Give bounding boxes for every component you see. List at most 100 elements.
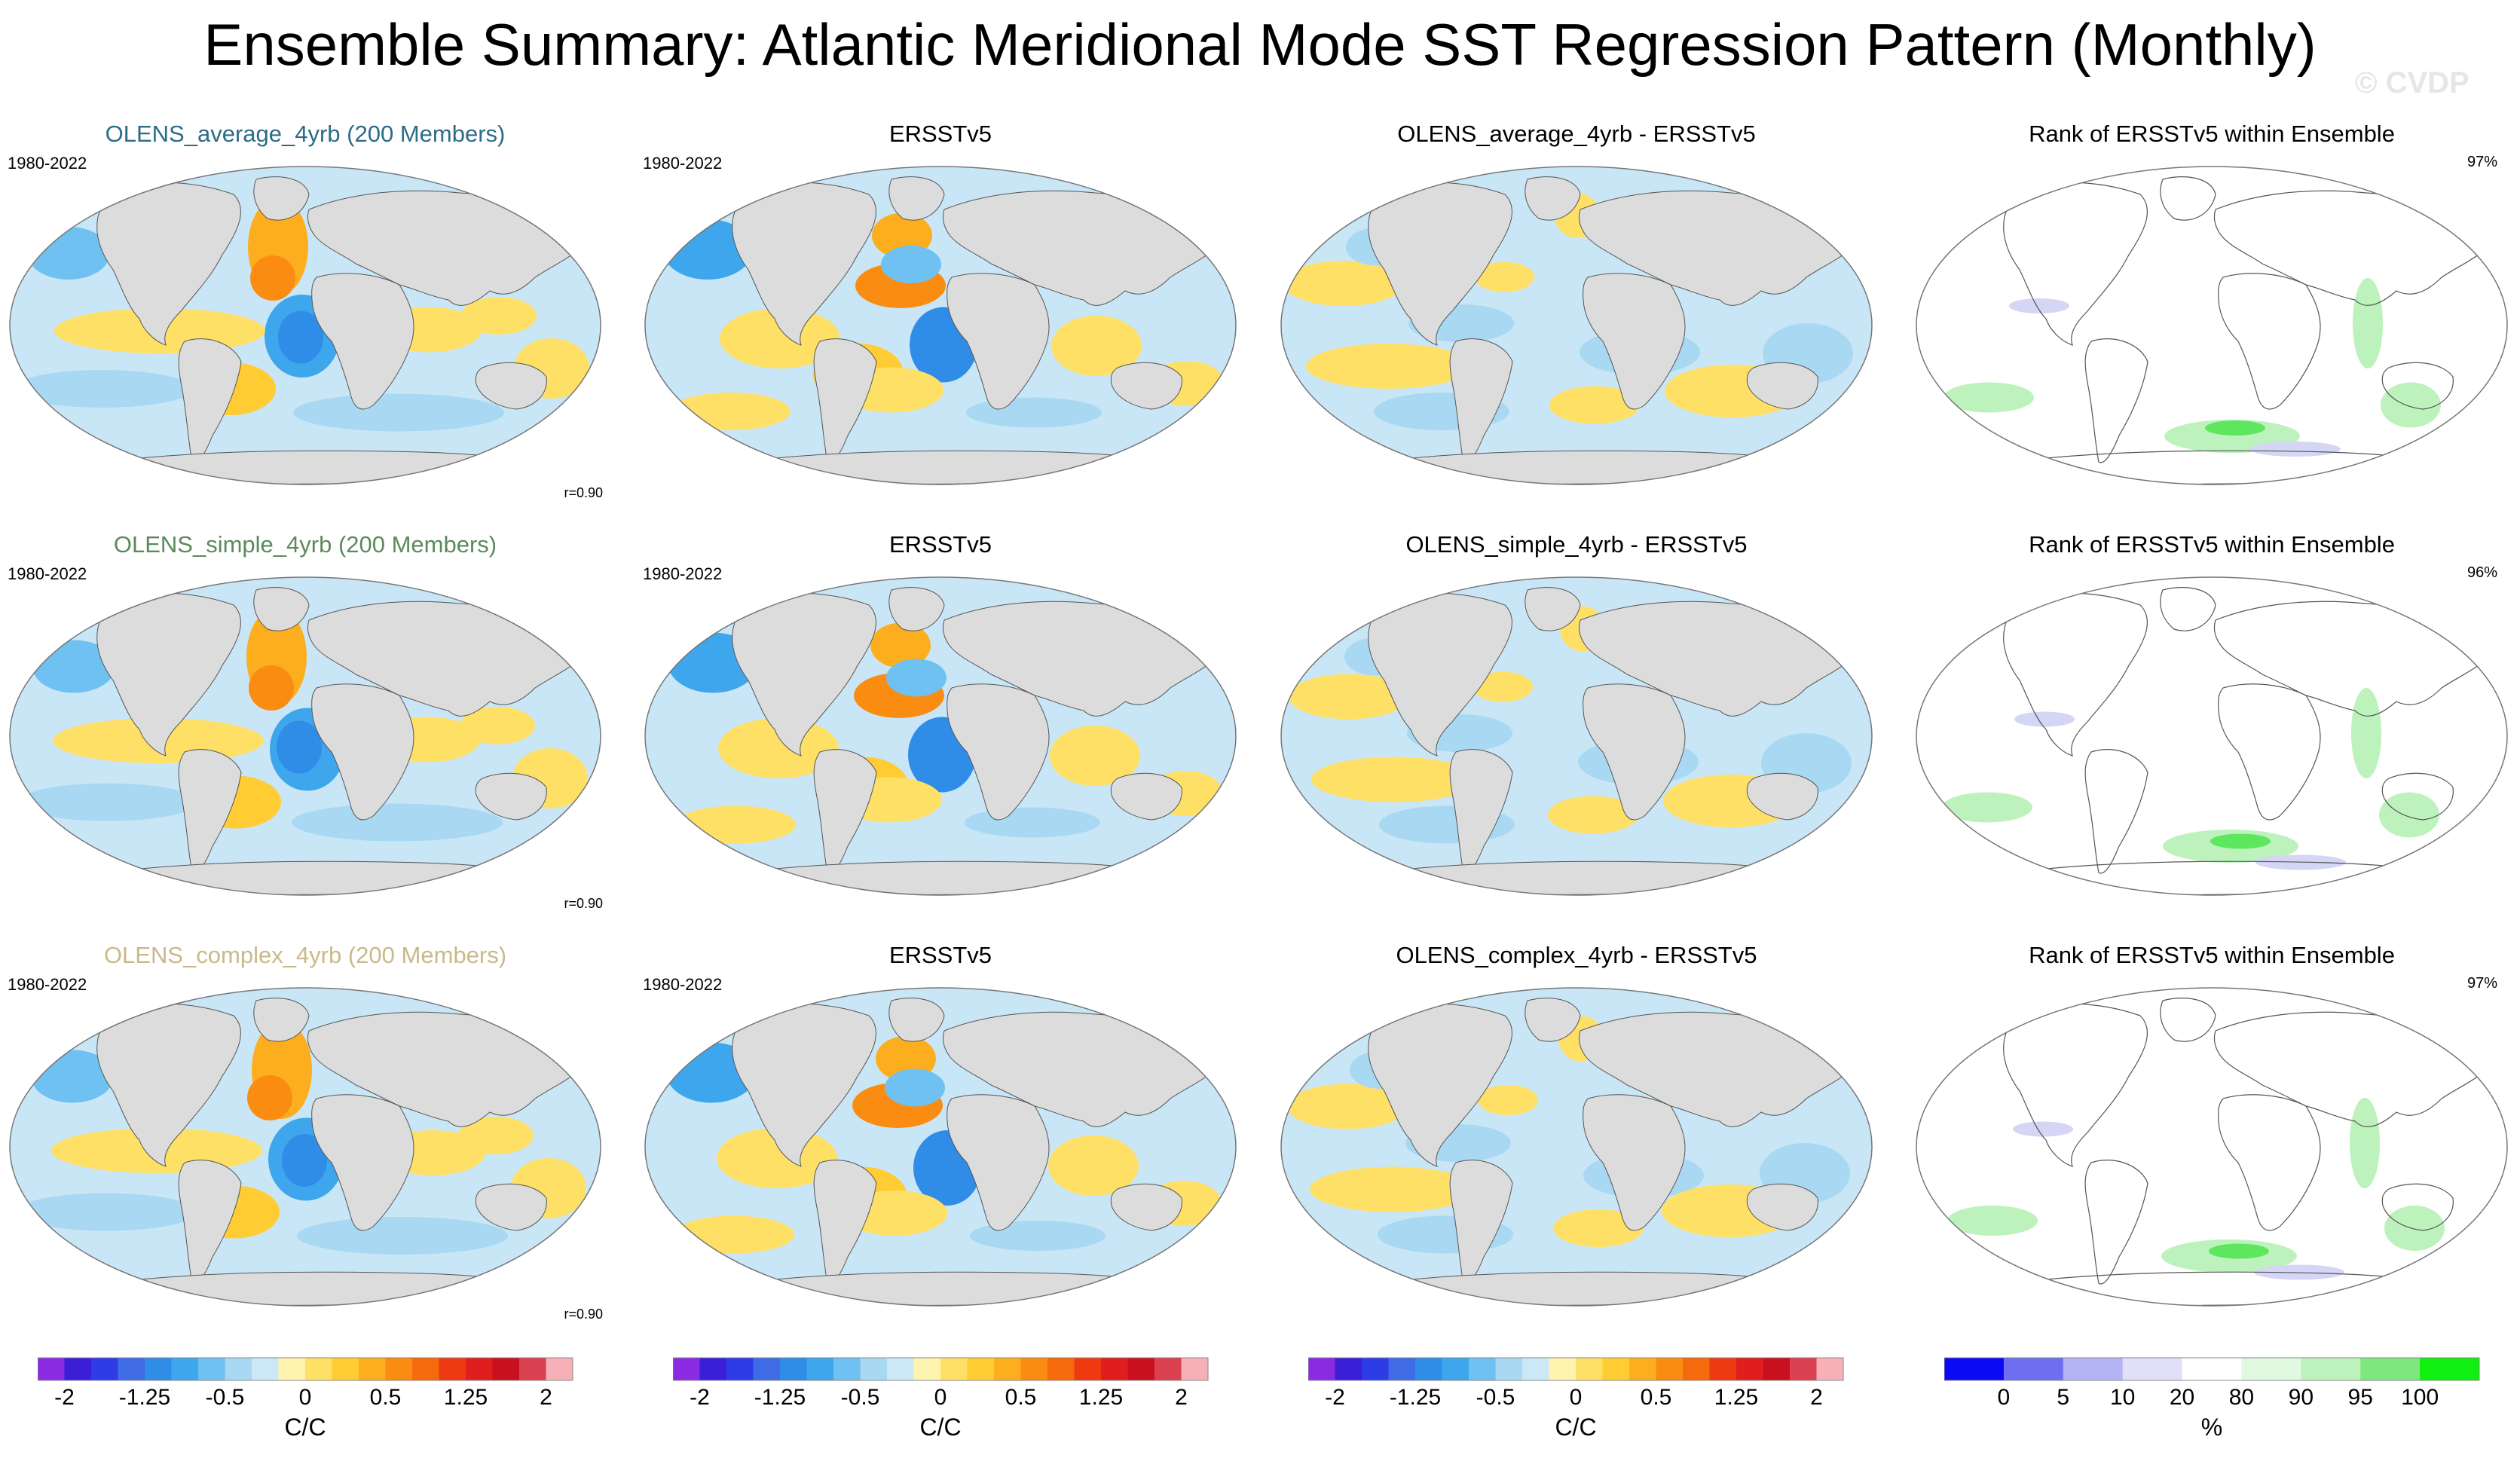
continent-outline	[732, 182, 876, 346]
anomaly-region	[1947, 1206, 2038, 1236]
colorbar-swatch	[492, 1358, 520, 1380]
observed-map-3	[644, 987, 1237, 1307]
anomaly-region	[1287, 1084, 1408, 1129]
colorbar-swatch	[2003, 1358, 2064, 1380]
colorbar-swatch	[2301, 1358, 2361, 1380]
continent-outline	[1583, 1094, 1686, 1231]
anomaly-region	[16, 1193, 197, 1231]
anomaly-region	[1311, 757, 1477, 802]
colorbar-swatch	[833, 1358, 861, 1380]
panel-title: ERSSTv5	[888, 531, 992, 558]
anomaly-region	[670, 393, 791, 430]
rank-map-3	[1916, 987, 2508, 1307]
continent-outline	[2160, 998, 2216, 1042]
colorbar-swatch	[1469, 1358, 1496, 1380]
anomaly-region	[461, 297, 537, 335]
rank-percent: 97%	[2466, 975, 2497, 992]
colorbar-swatch	[1763, 1358, 1791, 1380]
continent-outline	[813, 1160, 877, 1285]
colorbar-tick-label: 2	[1810, 1385, 1823, 1410]
anomaly-region	[2384, 1206, 2445, 1251]
anomaly-region	[886, 659, 947, 697]
colorbar-tick-label: -1.25	[1389, 1385, 1442, 1410]
rank-map-1	[1916, 166, 2508, 485]
colorbar-tick-label: 95	[2347, 1385, 2373, 1410]
colorbar-tick-label: 2	[540, 1385, 552, 1410]
anomaly-region	[1478, 1085, 1538, 1115]
continent-outline	[1746, 362, 1818, 410]
colorbar-swatch	[1816, 1358, 1844, 1380]
continent-outline	[2381, 1183, 2454, 1231]
map-border	[1280, 987, 1873, 1307]
colorbar-tick-label: 80	[2228, 1385, 2255, 1410]
continent-outline	[2160, 176, 2216, 221]
anomaly-region	[17, 783, 198, 821]
anomaly-region	[292, 803, 503, 842]
colorbar-tick-label: -0.5	[840, 1385, 880, 1410]
continent-outline	[2213, 1011, 2495, 1127]
panel-title: OLENS_complex_4yrb (200 Members)	[103, 942, 507, 968]
colorbar-swatch	[359, 1358, 386, 1380]
anomaly-region	[2379, 792, 2439, 838]
rank-percent: 97%	[2466, 154, 2497, 170]
continent-outline	[732, 592, 876, 757]
colorbar-swatch	[278, 1358, 306, 1380]
panel-title: ERSSTv5	[888, 942, 992, 968]
colorbar-unit: C/C	[919, 1414, 962, 1441]
ensemble-map-2	[9, 576, 601, 896]
continent-outline	[253, 998, 310, 1042]
anomaly-region	[250, 255, 295, 301]
year-range: 1980-2022	[8, 975, 87, 994]
anomaly-region	[458, 1117, 534, 1154]
colorbar-tick-label: -2	[1325, 1385, 1345, 1410]
anomaly-region	[1310, 1166, 1476, 1212]
colorbar-observed: -2 -1.25 -0.5 0 0.5 1.25 2 C/C	[673, 1356, 1246, 1447]
continent-outline	[1110, 1183, 1182, 1231]
colorbar-swatch	[940, 1358, 968, 1380]
colorbar-swatch	[1415, 1358, 1442, 1380]
difference-map-1	[1280, 166, 1873, 485]
colorbar-tick-label: 0.5	[1640, 1385, 1672, 1410]
anomaly-region	[966, 397, 1102, 428]
colorbar-swatch	[1602, 1358, 1630, 1380]
colorbar-unit: %	[2200, 1414, 2223, 1441]
colorbar-tick-label: 20	[2169, 1385, 2195, 1410]
continent-outline	[307, 601, 589, 717]
colorbar-swatch	[1944, 1358, 2005, 1380]
continent-outline	[942, 190, 1224, 306]
colorbar-rank: 0 5 10 20 80 90 95 100%	[1944, 1356, 2517, 1447]
map-border	[1916, 576, 2508, 896]
colorbar-tick-label: 0	[1997, 1385, 2011, 1410]
continent-outline	[475, 362, 547, 410]
colorbar-difference: -2 -1.25 -0.5 0 0.5 1.25 2 C/C	[1308, 1356, 1881, 1447]
colorbar-tick-label: 0	[298, 1385, 312, 1410]
continent-outline	[1525, 176, 1581, 221]
colorbar-tick-label: 5	[2057, 1385, 2070, 1410]
colorbar-swatch	[439, 1358, 466, 1380]
pattern-correlation: r=0.90	[564, 485, 603, 500]
colorbar-swatch	[726, 1358, 754, 1380]
colorbar-swatch	[1549, 1358, 1577, 1380]
continent-outline	[732, 1003, 876, 1167]
anomaly-region	[2351, 688, 2381, 778]
map-border	[9, 576, 601, 896]
rank-panel-3: Rank of ERSSTv5 within Ensemble 97%	[1914, 942, 2509, 1334]
colorbar-swatch	[2182, 1358, 2242, 1380]
colorbar-swatch	[1388, 1358, 1416, 1380]
continent-outline	[178, 338, 242, 463]
rank-percent: 96%	[2466, 564, 2497, 581]
continent-outline	[311, 1094, 414, 1231]
colorbar-tick-label: -1.25	[754, 1385, 806, 1410]
colorbar-swatch	[198, 1358, 225, 1380]
anomaly-region	[885, 1068, 945, 1107]
colorbar-tick-label: -0.5	[1476, 1385, 1515, 1410]
anomaly-region	[2009, 298, 2069, 313]
continent-outline	[1449, 1160, 1513, 1285]
colorbar-tick-label: 1.25	[443, 1385, 488, 1410]
colorbar-swatch	[967, 1358, 995, 1380]
anomaly-region	[249, 665, 294, 711]
panel-title: OLENS_simple_4yrb - ERSSTv5	[1405, 531, 1748, 558]
colorbar-swatch	[673, 1358, 700, 1380]
anomaly-region	[720, 308, 840, 368]
ensemble-map-3	[9, 987, 601, 1307]
